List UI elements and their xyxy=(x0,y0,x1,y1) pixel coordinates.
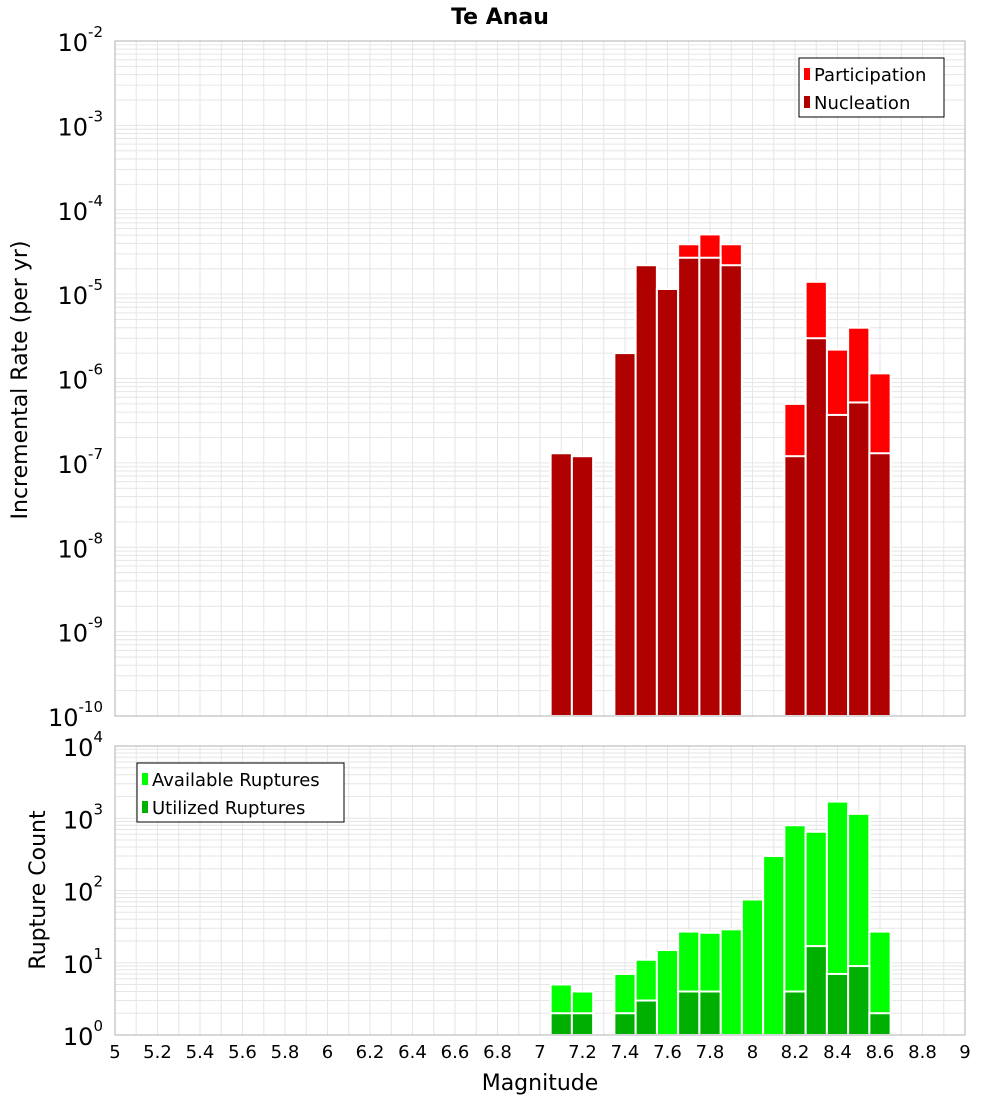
bar-nucleation xyxy=(847,401,871,717)
bar-available-ruptures xyxy=(740,898,765,1036)
x-tick-label: 7.2 xyxy=(568,1042,597,1063)
bottom-y-tick-label: 100 xyxy=(63,1017,103,1051)
bottom-legend: Available Ruptures Utilized Ruptures xyxy=(136,762,345,823)
x-tick-label: 9 xyxy=(959,1042,970,1063)
top-y-tick-label: 10-4 xyxy=(57,192,103,226)
x-tick-label: 8.8 xyxy=(908,1042,937,1063)
legend-swatch-available-ruptures xyxy=(142,773,148,785)
bar-utilized-ruptures xyxy=(677,990,701,1036)
top-y-tick-label: 10-6 xyxy=(57,361,103,395)
x-tick-label: 7 xyxy=(534,1042,545,1063)
bottom-y-tick-label: 101 xyxy=(63,945,103,979)
bar-nucleation xyxy=(655,288,680,717)
bar-utilized-ruptures xyxy=(868,1012,892,1037)
bar-nucleation xyxy=(783,455,807,717)
bar-available-ruptures xyxy=(719,928,743,1036)
top-legend-box xyxy=(798,57,945,118)
x-axis-label: Magnitude xyxy=(482,1071,599,1096)
bar-utilized-ruptures xyxy=(634,999,658,1037)
bar-utilized-ruptures xyxy=(847,965,871,1036)
x-tick-label: 5.2 xyxy=(143,1042,172,1063)
top-y-tick-label: 10-7 xyxy=(57,445,103,479)
top-bars xyxy=(549,233,892,717)
top-y-tick-label: 10-3 xyxy=(57,107,103,141)
top-plot: 10-10 10-9 10-8 10-7 10-6 10-5 10-4 10-3 10-2 Par… xyxy=(48,23,966,732)
bar-nucleation xyxy=(634,264,658,717)
bar-available-ruptures xyxy=(655,949,680,1036)
x-tick-label: 8 xyxy=(747,1042,758,1063)
bar-nucleation xyxy=(549,452,573,717)
x-tick-label: 5.8 xyxy=(271,1042,300,1063)
bar-utilized-ruptures xyxy=(783,990,807,1036)
bottom-y-tick-label: 102 xyxy=(63,873,103,907)
bar-utilized-ruptures xyxy=(804,945,828,1036)
top-plot-frame xyxy=(114,40,966,717)
bottom-plot-frame xyxy=(114,745,966,1036)
bar-utilized-ruptures xyxy=(613,1012,637,1037)
legend-swatch-participation xyxy=(804,68,810,80)
bar-available-ruptures xyxy=(762,855,786,1037)
x-ticks: 5 5.2 5.4 5.6 5.8 6 6.2 6.4 6.6 6.8 7 7.2 7.4 7.6 7.8 8… xyxy=(109,1042,970,1063)
x-tick-label: 6 xyxy=(322,1042,333,1063)
legend-label-available-ruptures: Available Ruptures xyxy=(152,770,320,791)
legend-swatch-utilized-ruptures xyxy=(142,801,148,813)
x-tick-label: 8.2 xyxy=(781,1042,810,1063)
top-y-tick-label: 10-5 xyxy=(57,276,103,310)
x-tick-label: 7.8 xyxy=(696,1042,725,1063)
x-tick-label: 5 xyxy=(109,1042,120,1063)
bottom-y-axis-label: Rupture Count xyxy=(26,810,51,970)
legend-label-nucleation: Nucleation xyxy=(814,93,910,114)
x-tick-label: 6.6 xyxy=(441,1042,470,1063)
x-tick-label: 5.6 xyxy=(228,1042,257,1063)
bar-nucleation xyxy=(677,256,701,717)
bar-nucleation xyxy=(570,455,595,717)
x-tick-label: 6.2 xyxy=(356,1042,385,1063)
top-legend: Participation Nucleation xyxy=(798,57,945,118)
x-tick-label: 7.6 xyxy=(653,1042,682,1063)
x-tick-label: 8.4 xyxy=(823,1042,852,1063)
bar-utilized-ruptures xyxy=(549,1012,573,1037)
bar-utilized-ruptures xyxy=(570,1012,595,1037)
bottom-plot: 100 101 102 103 104 Available Ruptures Utilize… xyxy=(63,728,966,1051)
bottom-legend-box xyxy=(136,762,345,823)
bar-nucleation xyxy=(719,264,743,717)
top-y-tick-label: 10-8 xyxy=(57,529,103,563)
bar-nucleation xyxy=(698,256,722,717)
legend-swatch-nucleation xyxy=(804,96,810,108)
bottom-y-tick-label: 103 xyxy=(63,800,103,834)
bar-utilized-ruptures xyxy=(825,972,850,1036)
bar-nucleation xyxy=(804,337,828,717)
top-y-tick-label: 10-2 xyxy=(57,23,103,57)
bottom-y-tick-label: 104 xyxy=(63,728,103,762)
legend-label-participation: Participation xyxy=(814,65,926,86)
bar-nucleation xyxy=(613,352,637,717)
x-tick-label: 6.4 xyxy=(398,1042,427,1063)
chart-title: Te Anau xyxy=(451,5,549,30)
legend-label-utilized-ruptures: Utilized Ruptures xyxy=(152,798,305,819)
x-tick-label: 6.8 xyxy=(483,1042,512,1063)
top-y-axis-label: Incremental Rate (per yr) xyxy=(8,241,33,520)
bar-utilized-ruptures xyxy=(698,990,722,1036)
bottom-bars xyxy=(549,800,892,1037)
top-y-tick-label: 10-10 xyxy=(48,698,103,732)
x-tick-label: 8.6 xyxy=(866,1042,895,1063)
bar-nucleation xyxy=(825,413,850,717)
x-tick-label: 7.4 xyxy=(611,1042,640,1063)
x-tick-label: 5.4 xyxy=(186,1042,215,1063)
bar-nucleation xyxy=(868,452,892,717)
top-y-tick-label: 10-9 xyxy=(57,614,103,648)
